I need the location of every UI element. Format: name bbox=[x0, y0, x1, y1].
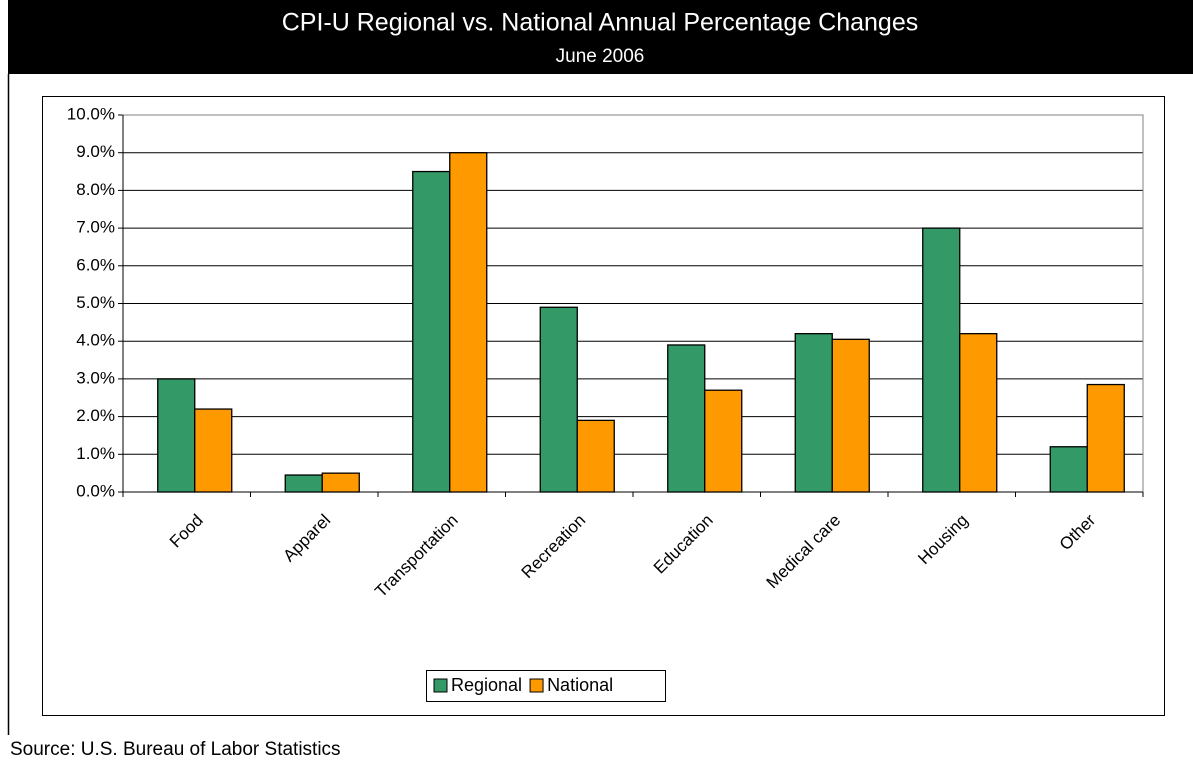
y-tick-label: 6.0% bbox=[76, 255, 115, 274]
bar bbox=[412, 170, 451, 493]
y-tick-label: 7.0% bbox=[76, 218, 115, 237]
legend-label: Regional bbox=[451, 675, 522, 695]
bar bbox=[157, 378, 196, 493]
legend-swatch bbox=[433, 678, 448, 693]
chart-subtitle: June 2006 bbox=[556, 46, 645, 67]
y-tick-label: 2.0% bbox=[76, 406, 115, 425]
bar bbox=[194, 408, 233, 493]
bar bbox=[539, 306, 578, 493]
legend-box bbox=[426, 670, 666, 702]
bar bbox=[1049, 446, 1088, 493]
bar bbox=[704, 389, 743, 493]
y-tick-label: 1.0% bbox=[76, 444, 115, 463]
source-note: Source: U.S. Bureau of Labor Statistics bbox=[10, 739, 341, 760]
legend-label: National bbox=[547, 675, 613, 695]
bar bbox=[922, 227, 961, 493]
bar bbox=[794, 333, 833, 493]
bar bbox=[831, 338, 870, 493]
bar bbox=[576, 419, 615, 493]
title-band bbox=[8, 0, 1193, 74]
bar bbox=[667, 344, 706, 493]
bar bbox=[321, 472, 360, 493]
bar bbox=[284, 474, 323, 493]
y-tick-label: 3.0% bbox=[76, 368, 115, 387]
y-tick-label: 4.0% bbox=[76, 331, 115, 350]
y-tick-label: 0.0% bbox=[76, 481, 115, 500]
y-tick-label: 10.0% bbox=[67, 104, 115, 123]
chart-title: CPI-U Regional vs. National Annual Perce… bbox=[282, 9, 919, 37]
legend-swatch bbox=[529, 678, 544, 693]
y-tick-label: 5.0% bbox=[76, 293, 115, 312]
bar bbox=[959, 333, 998, 493]
bar bbox=[1086, 383, 1125, 493]
bar bbox=[449, 152, 488, 493]
y-tick-label: 9.0% bbox=[76, 142, 115, 161]
y-tick-label: 8.0% bbox=[76, 180, 115, 199]
